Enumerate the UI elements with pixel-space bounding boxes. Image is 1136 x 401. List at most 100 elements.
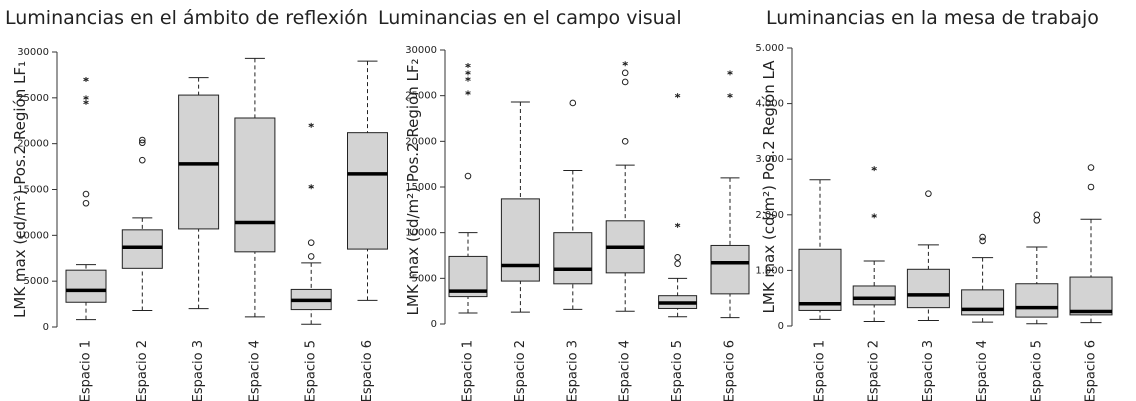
extreme (465, 70, 471, 76)
x-tick-label: Espacio 3 (191, 340, 206, 401)
extreme (308, 184, 314, 190)
x-tick-label: Espacio 4 (618, 340, 633, 401)
box-plot (553, 99, 593, 310)
box (500, 198, 540, 282)
box-plot (605, 61, 645, 312)
chart-title: Luminancias en la mesa de trabajo (766, 7, 1099, 29)
box-plot (658, 93, 698, 318)
chart-title: Luminancias en el campo visual (378, 7, 682, 29)
x-tick-label: Espacio 4 (975, 340, 990, 401)
y-tick-label: 25000 (405, 91, 437, 102)
x-tick-label: Espacio 6 (723, 340, 738, 401)
box-plot (798, 179, 842, 320)
box (553, 232, 593, 285)
box (798, 248, 842, 311)
outlier (464, 172, 472, 180)
box (961, 289, 1005, 316)
extreme (83, 99, 89, 105)
outlier (139, 139, 146, 147)
box-plot (852, 166, 896, 323)
extreme (308, 122, 314, 128)
y-axis-label: LMK max (cd/m²) Pos.2 Región LA (760, 60, 778, 314)
y-tick-label: 0 (778, 321, 784, 332)
box-plot (500, 101, 540, 313)
outlier (139, 136, 146, 144)
box-plot (710, 70, 750, 319)
y-tick-label: 0 (431, 319, 437, 330)
box-plot (906, 190, 950, 321)
box-plot (448, 63, 488, 314)
y-tick-label: 4.000 (755, 99, 784, 110)
outlier (139, 156, 146, 164)
outlier (82, 199, 90, 207)
y-tick-label: 5.000 (755, 43, 784, 54)
outlier (569, 99, 577, 107)
outlier (621, 69, 629, 77)
extreme (871, 213, 877, 219)
box-plot (347, 60, 388, 301)
x-tick-label: Espacio 1 (79, 340, 94, 401)
outlier (307, 253, 315, 260)
y-tick-label: 2.000 (755, 210, 784, 221)
box (178, 94, 220, 230)
outlier (674, 260, 681, 268)
box (121, 229, 163, 269)
x-tick-label: Espacio 4 (247, 340, 262, 401)
box-plot (234, 57, 276, 318)
box-plot (1015, 211, 1059, 325)
y-tick-label: 30000 (405, 45, 437, 56)
y-tick-label: 20000 (405, 136, 437, 147)
box (1015, 283, 1059, 318)
outlier (621, 78, 629, 86)
extreme (465, 63, 471, 69)
outlier (621, 138, 629, 145)
box (906, 268, 950, 309)
y-tick-label: 5000 (24, 276, 49, 287)
chart: Luminancias en el campo visual LMK max (c… (378, 7, 750, 401)
box (234, 117, 276, 253)
outlier (1087, 164, 1095, 171)
extreme (465, 90, 471, 96)
outlier (1033, 211, 1041, 219)
y-tick-label: 10000 (405, 228, 437, 239)
y-tick-label: 0 (43, 322, 49, 333)
box-plot (121, 136, 163, 311)
y-tick-label: 15000 (17, 185, 49, 196)
box (65, 269, 107, 303)
y-tick-label: 30000 (17, 47, 49, 58)
extreme (727, 93, 733, 99)
x-tick-label: Espacio 1 (813, 340, 828, 401)
outlier (1087, 183, 1095, 191)
chart: Luminancias en la mesa de trabajo LMK max… (755, 7, 1113, 401)
x-tick-label: Espacio 1 (461, 340, 476, 401)
chart: Luminancias en el ámbito de reflexión LMK… (5, 7, 388, 401)
extreme (465, 76, 471, 82)
y-tick-label: 1.000 (755, 265, 784, 276)
extreme (674, 93, 681, 99)
box (852, 285, 896, 306)
x-tick-label: Espacio 2 (867, 340, 882, 401)
extreme (727, 70, 733, 76)
outlier (82, 190, 90, 198)
extreme (83, 95, 89, 101)
box-plot (1069, 164, 1113, 324)
x-tick-label: Espacio 5 (304, 340, 319, 401)
x-tick-label: Espacio 2 (513, 340, 528, 401)
extreme (674, 222, 681, 228)
extreme (871, 166, 877, 172)
outlier (1033, 217, 1041, 224)
y-tick-label: 5000 (412, 273, 437, 284)
box-plot (65, 77, 107, 321)
y-tick-label: 25000 (17, 93, 49, 104)
y-tick-label: 20000 (17, 139, 49, 150)
x-tick-label: Espacio 3 (565, 340, 580, 401)
outlier (307, 239, 315, 246)
y-tick-label: 10000 (17, 230, 49, 241)
extreme (622, 61, 628, 67)
x-tick-label: Espacio 5 (670, 340, 685, 401)
box-plot (178, 77, 220, 310)
box-plot (961, 233, 1005, 323)
box (1069, 276, 1113, 316)
outlier (979, 233, 986, 241)
